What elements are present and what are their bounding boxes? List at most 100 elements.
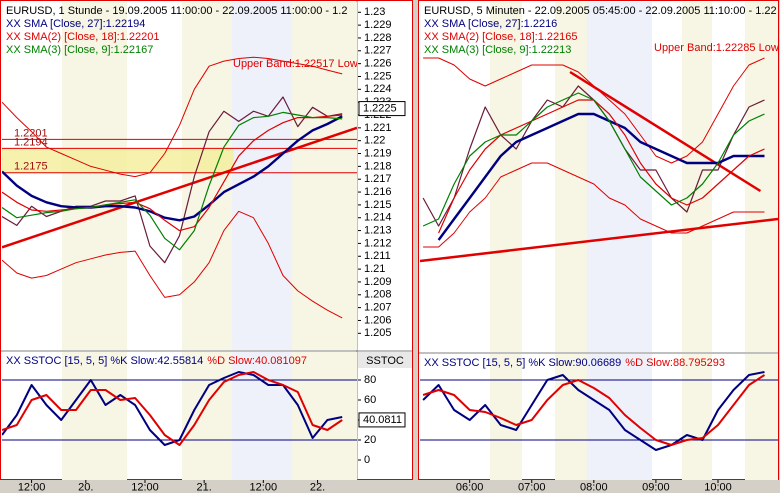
x-tick-label: 08:00 [580, 481, 608, 493]
right-price-panel: Upper Band:1.22285 Low EURUSD, 5 Minuten … [420, 2, 779, 352]
session-stripe [745, 2, 778, 352]
x-tick-label: 09:00 [642, 481, 670, 493]
last-value-marker [358, 101, 406, 117]
legend-entry: %D Slow:40.081097 [207, 355, 307, 367]
legend-entry: %D Slow:88.795293 [625, 357, 725, 369]
x-tick-label: 12:00 [18, 481, 46, 493]
y-tick-label: 1.207 [364, 302, 392, 314]
session-stripe [587, 2, 652, 352]
session-stripe [490, 2, 522, 352]
y-tick-label: 1.212 [364, 237, 392, 249]
right-stoch-panel: XX SSTOC [15, 5, 5] %K Slow:90.06689 %D S… [420, 354, 778, 480]
x-tick-label: 21. [197, 481, 212, 493]
y-tick-label: 1.21 [364, 263, 385, 275]
series-line [2, 371, 343, 446]
session-stripe [587, 354, 652, 480]
session-stripe [682, 354, 712, 480]
y-tick-label: 60 [364, 394, 376, 406]
band-label: Upper Band:1.22285 Low [654, 42, 779, 54]
y-tick-label: 1.23 [364, 6, 385, 18]
legend-entry: XX SMA [Close, 27]:1.2216 [424, 18, 557, 30]
series-line [2, 371, 343, 446]
y-tick-label: 1.215 [364, 199, 392, 211]
lower-band [2, 210, 343, 319]
series-line [438, 99, 765, 234]
y-tick-label: 1.226 [364, 58, 392, 70]
left-price-axis: 1.231.2291.2281.2271.2261.2251.2241.2231… [358, 6, 406, 339]
y-tick-label: 1.209 [364, 276, 392, 288]
trend-line [420, 217, 778, 263]
x-tick-label: 07:00 [518, 481, 546, 493]
y-tick-label: 1.221 [364, 122, 392, 134]
y-tick-label: 1.206 [364, 314, 392, 326]
left-stoch-axis: SSTOC02040608040.0811 [358, 352, 412, 466]
y-tick-label: 1.228 [364, 32, 392, 44]
y-tick-label: 1.22 [364, 135, 385, 147]
series-line [2, 111, 343, 251]
legend-entry: XX SMA(2) [Close, 18]:1.22165 [424, 31, 577, 43]
chart-title: EURUSD, 1 Stunde - 19.09.2005 11:00:00 -… [6, 5, 347, 17]
lower-band [423, 162, 765, 248]
session-stripe [232, 352, 292, 480]
legend-entry: XX SMA(2) [Close, 18]:1.22201 [6, 31, 159, 43]
y-tick-label: 1.205 [364, 327, 392, 339]
x-tick-label: 06:00 [456, 481, 484, 493]
left-time-axis: 12:00 20. 12:00 21. 12:00 22. [18, 480, 325, 493]
trend-line [2, 126, 357, 249]
session-stripe [555, 354, 587, 480]
chart-title: EURUSD, 5 Minuten - 22.09.2005 05:45:00 … [424, 5, 777, 17]
series-line [437, 112, 765, 241]
price-zone [2, 148, 234, 173]
y-tick-label: 1.225 [364, 70, 392, 82]
y-tick-label: 20 [364, 434, 376, 446]
legend-entry: XX SMA(3) [Close, 9]:1.22213 [424, 44, 571, 56]
legend-entry: XX SSTOC [15, 5, 5] %K Slow:42.55814 [6, 355, 203, 367]
horizontal-line-label: 1.2175 [14, 161, 48, 173]
x-tick-label: 10:00 [704, 481, 732, 493]
series-line [2, 115, 343, 222]
last-value-marker [358, 412, 406, 428]
legend-entry: XX SSTOC [15, 5, 5] %K Slow:90.06689 [424, 357, 621, 369]
y-tick-label: 80 [364, 374, 376, 386]
x-tick-label: 22. [310, 481, 325, 493]
legend: XX SSTOC [15, 5, 5] %K Slow:42.55814 %D S… [6, 355, 307, 367]
last-value-label: 1.2225 [363, 102, 397, 114]
y-tick-label: 1.218 [364, 160, 392, 172]
horizontal-line-label: 1.2201 [14, 127, 48, 139]
x-tick-label: 12:00 [131, 481, 159, 493]
upper-band [2, 56, 343, 178]
y-tick-label: 0 [364, 454, 370, 466]
axis-header [358, 352, 412, 368]
session-stripe [182, 352, 232, 480]
y-tick-label: 1.208 [364, 289, 392, 301]
legend-entry: XX SMA(3) [Close, 9]:1.22167 [6, 44, 153, 56]
session-stripe [555, 2, 587, 352]
x-tick-label: 12:00 [250, 481, 278, 493]
series-line [2, 114, 343, 232]
y-tick-label: 1.227 [364, 45, 392, 57]
y-tick-label: 1.213 [364, 224, 392, 236]
series-line [2, 96, 343, 264]
y-tick-label: 1.211 [364, 250, 391, 262]
y-tick-label: 1.217 [364, 173, 392, 185]
session-stripe [62, 2, 127, 350]
series-line [422, 374, 766, 446]
right-time-axis: 06:00 07:00 08:00 09:00 10:00 [456, 480, 732, 493]
y-tick-label: 1.229 [364, 19, 392, 31]
series-line [422, 371, 765, 451]
left-stoch-panel: XX SSTOC [15, 5, 5] %K Slow:42.55814 %D S… [2, 352, 357, 480]
y-tick-label: 1.219 [364, 147, 392, 159]
session-stripe [62, 352, 127, 480]
trend-line [569, 70, 762, 193]
y-tick-label: 1.224 [364, 83, 392, 95]
legend-entry: XX SMA [Close, 27]:1.22194 [6, 18, 145, 30]
x-tick-label: 20. [78, 481, 93, 493]
session-stripe [232, 2, 292, 350]
series-line [422, 92, 765, 227]
horizontal-line-label: 1.2194 [14, 136, 48, 148]
session-stripe [292, 2, 357, 350]
axis-title: SSTOC [366, 355, 404, 367]
